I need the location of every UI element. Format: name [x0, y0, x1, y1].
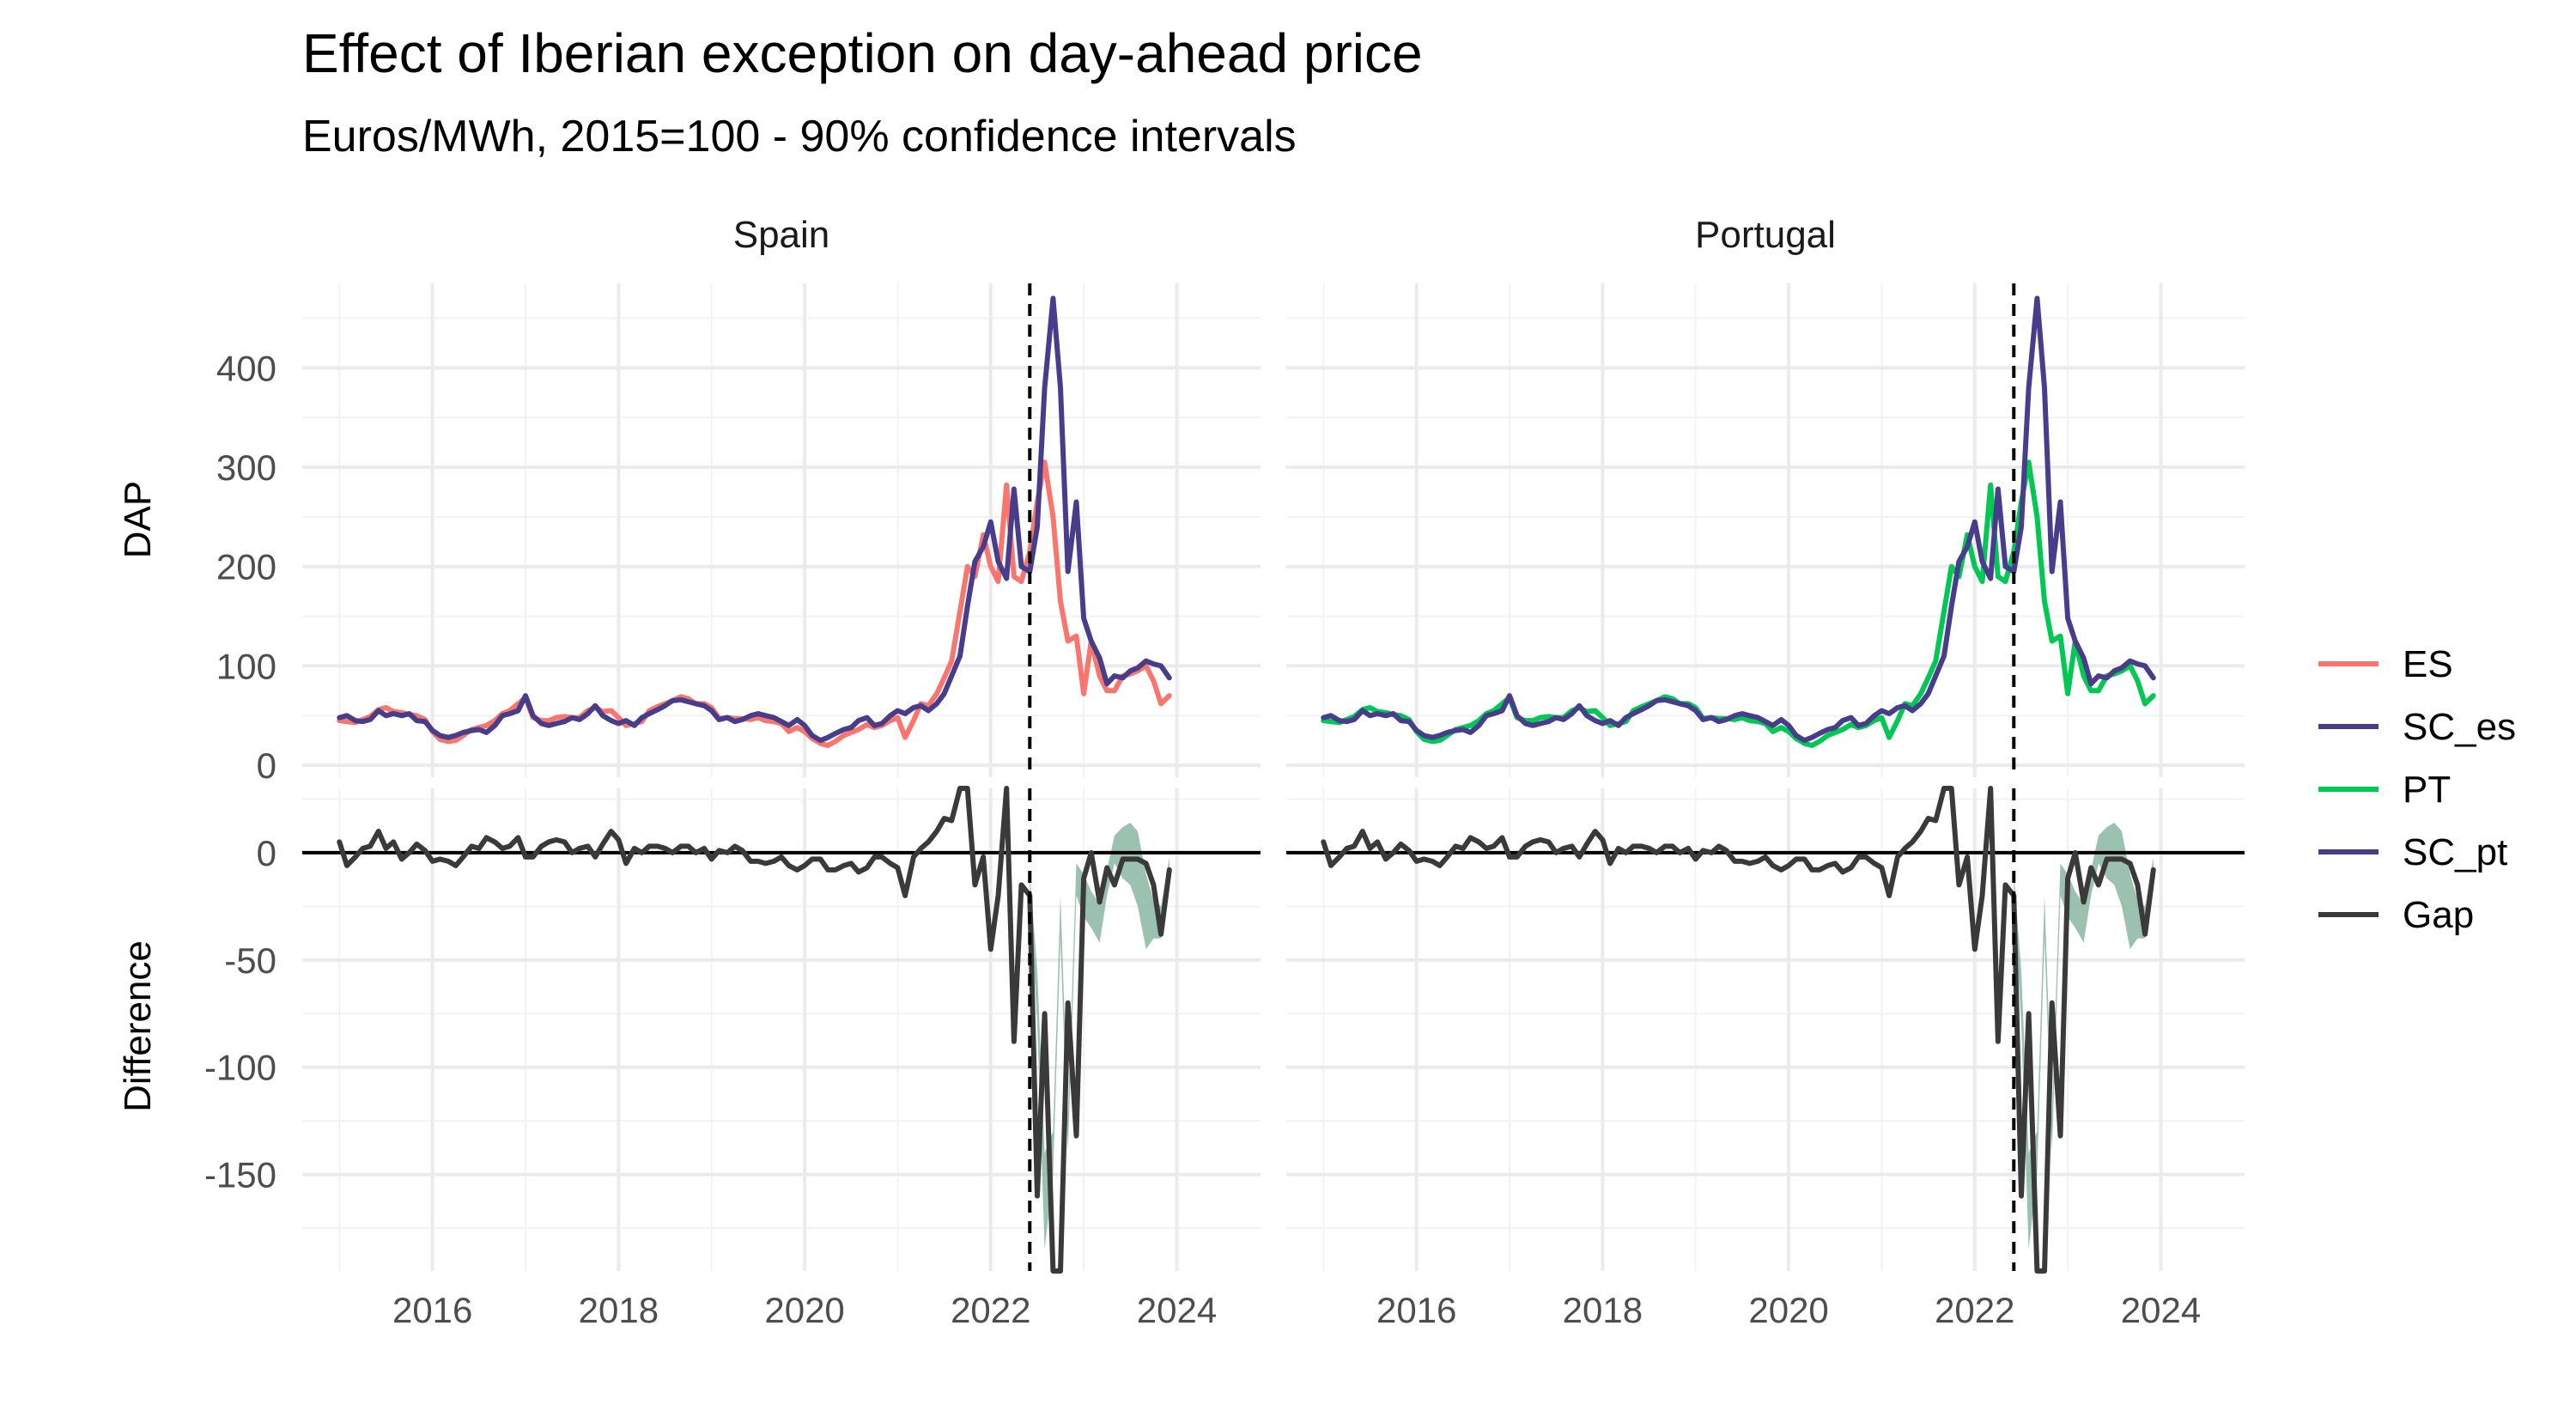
panels: [302, 283, 2245, 1274]
x-tick-label: 2018: [579, 1290, 659, 1330]
y-tick-label: 0: [257, 745, 276, 786]
legend-label-sc-es: SC_es: [2403, 706, 2516, 748]
y-tick-label: -100: [204, 1048, 276, 1088]
legend-label-gap: Gap: [2403, 894, 2474, 936]
legend-label-es: ES: [2403, 643, 2453, 685]
x-tick-label: 2024: [1137, 1290, 1217, 1330]
x-tick-label: 2024: [2121, 1290, 2201, 1330]
x-tick-label: 2018: [1563, 1290, 1643, 1330]
y-tick-label: 100: [216, 646, 276, 686]
legend-label-sc-pt: SC_pt: [2403, 831, 2507, 873]
y-tick-label: 0: [257, 833, 276, 873]
x-tick-label: 2016: [392, 1290, 472, 1330]
confidence-band: [1030, 823, 1170, 1250]
x-tick-label: 2022: [1935, 1290, 2014, 1330]
panel-spain-difference: [302, 786, 1261, 1274]
x-tick-label: 2016: [1376, 1290, 1456, 1330]
series-line-es: [337, 459, 1172, 748]
series-line-gap: [1321, 786, 2156, 1274]
series-line-sc-pt: [1321, 295, 2156, 744]
confidence-band: [2014, 823, 2154, 1250]
series-line-sc-es: [337, 295, 1172, 744]
series-line-pt: [1321, 459, 2156, 748]
x-tick-label: 2020: [764, 1290, 844, 1330]
y-tick-label: 200: [216, 547, 276, 587]
y-tick-label: 400: [216, 348, 276, 388]
series-line-gap: [337, 786, 1172, 1274]
x-tick-label: 2022: [951, 1290, 1030, 1330]
panel-portugal-dap: [1286, 283, 2245, 777]
y-tick-label: -50: [224, 940, 276, 981]
panel-spain-dap: [302, 283, 1261, 777]
y-tick-label: 300: [216, 447, 276, 488]
facet-label-portugal: Portugal: [1695, 214, 1836, 256]
y-axis-label-dap: DAP: [117, 481, 159, 558]
chart-subtitle: Euros/MWh, 2015=100 - 90% confidence int…: [302, 112, 1297, 161]
y-axis-label-difference: Difference: [117, 940, 159, 1112]
chart-title: Effect of Iberian exception on day-ahead…: [302, 22, 1423, 84]
x-tick-label: 2020: [1748, 1290, 1828, 1330]
y-tick-label: -150: [204, 1155, 276, 1195]
x-ticks: 2016 2018 2020 2022 2024 2016 2018 2020 2022 2024: [392, 1290, 2201, 1330]
y-ticks: 0 100 200 300 400 0 -50 -100 -150: [204, 348, 276, 1195]
facet-label-spain: Spain: [733, 214, 830, 256]
panel-portugal-difference: [1286, 786, 2245, 1274]
legend: ES SC_es PT SC_pt Gap: [2318, 643, 2516, 936]
legend-label-pt: PT: [2403, 769, 2451, 811]
